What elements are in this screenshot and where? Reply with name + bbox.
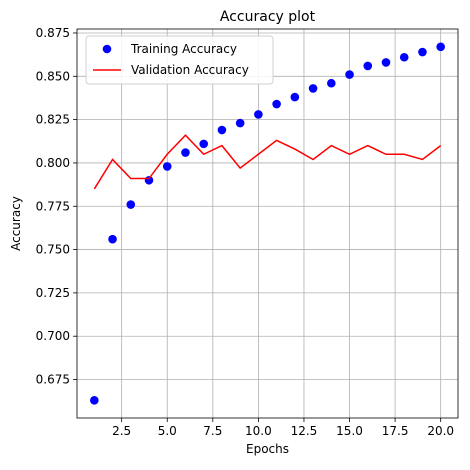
training-accuracy-point: [217, 125, 227, 135]
x-tick-label: 20.0: [427, 424, 454, 438]
training-accuracy-point: [381, 58, 391, 67]
training-accuracy-point: [436, 42, 445, 52]
y-tick-label: 0.675: [36, 373, 70, 387]
training-accuracy-point: [345, 70, 354, 79]
x-tick-label: 10.0: [245, 424, 272, 438]
y-tick-label: 0.800: [36, 156, 70, 170]
training-accuracy-point: [162, 162, 172, 171]
x-tick-label: 17.5: [382, 424, 409, 438]
y-tick-label: 0.875: [36, 26, 70, 40]
x-axis-label: Epochs: [246, 442, 289, 456]
training-accuracy-point: [108, 234, 117, 244]
legend-marker-training: [102, 44, 112, 54]
training-accuracy-point: [308, 84, 318, 93]
legend-box: [85, 35, 274, 85]
x-tick-label: 7.5: [203, 424, 222, 438]
legend: Training Accuracy Validation Accuracy: [85, 35, 274, 85]
y-tick-label: 0.825: [36, 113, 70, 127]
y-tick-label: 0.725: [36, 286, 70, 300]
training-accuracy-point: [144, 175, 154, 185]
y-axis-label: Accuracy: [9, 196, 23, 251]
training-accuracy-point: [126, 200, 136, 209]
x-tick-label: 12.5: [291, 424, 318, 438]
chart-title: Accuracy plot: [220, 9, 316, 25]
training-accuracy-point: [327, 78, 336, 88]
training-accuracy-point: [363, 61, 373, 71]
training-accuracy-point: [235, 118, 245, 128]
training-accuracy-point: [272, 99, 281, 109]
grid-lines: [77, 29, 458, 418]
legend-label-training: Training Accuracy: [130, 42, 237, 56]
validation-accuracy-line: [93, 134, 442, 190]
training-accuracy-point: [418, 47, 427, 57]
training-accuracy-point: [254, 110, 263, 119]
training-accuracy-point: [290, 92, 300, 102]
training-accuracy-point: [181, 148, 190, 157]
x-tick-label: 15.0: [336, 424, 363, 438]
series-layer: [90, 42, 445, 405]
legend-label-validation: Validation Accuracy: [131, 63, 249, 77]
y-tick-label: 0.850: [36, 69, 70, 83]
y-tick-label: 0.775: [36, 199, 70, 213]
plot-frame: [76, 28, 459, 419]
x-tick-label: 2.5: [112, 424, 131, 438]
y-tick-label: 0.750: [36, 243, 70, 257]
training-accuracy-point: [199, 139, 208, 149]
ticks-layer: 2.5 5.0 7.5 10.0 12.5 15.0 17.5 20.0 0.675 0.700 0…: [36, 26, 454, 438]
training-accuracy-point: [90, 396, 99, 405]
y-tick-label: 0.700: [36, 329, 70, 343]
x-tick-label: 5.0: [158, 424, 177, 438]
training-accuracy-point: [399, 52, 409, 62]
